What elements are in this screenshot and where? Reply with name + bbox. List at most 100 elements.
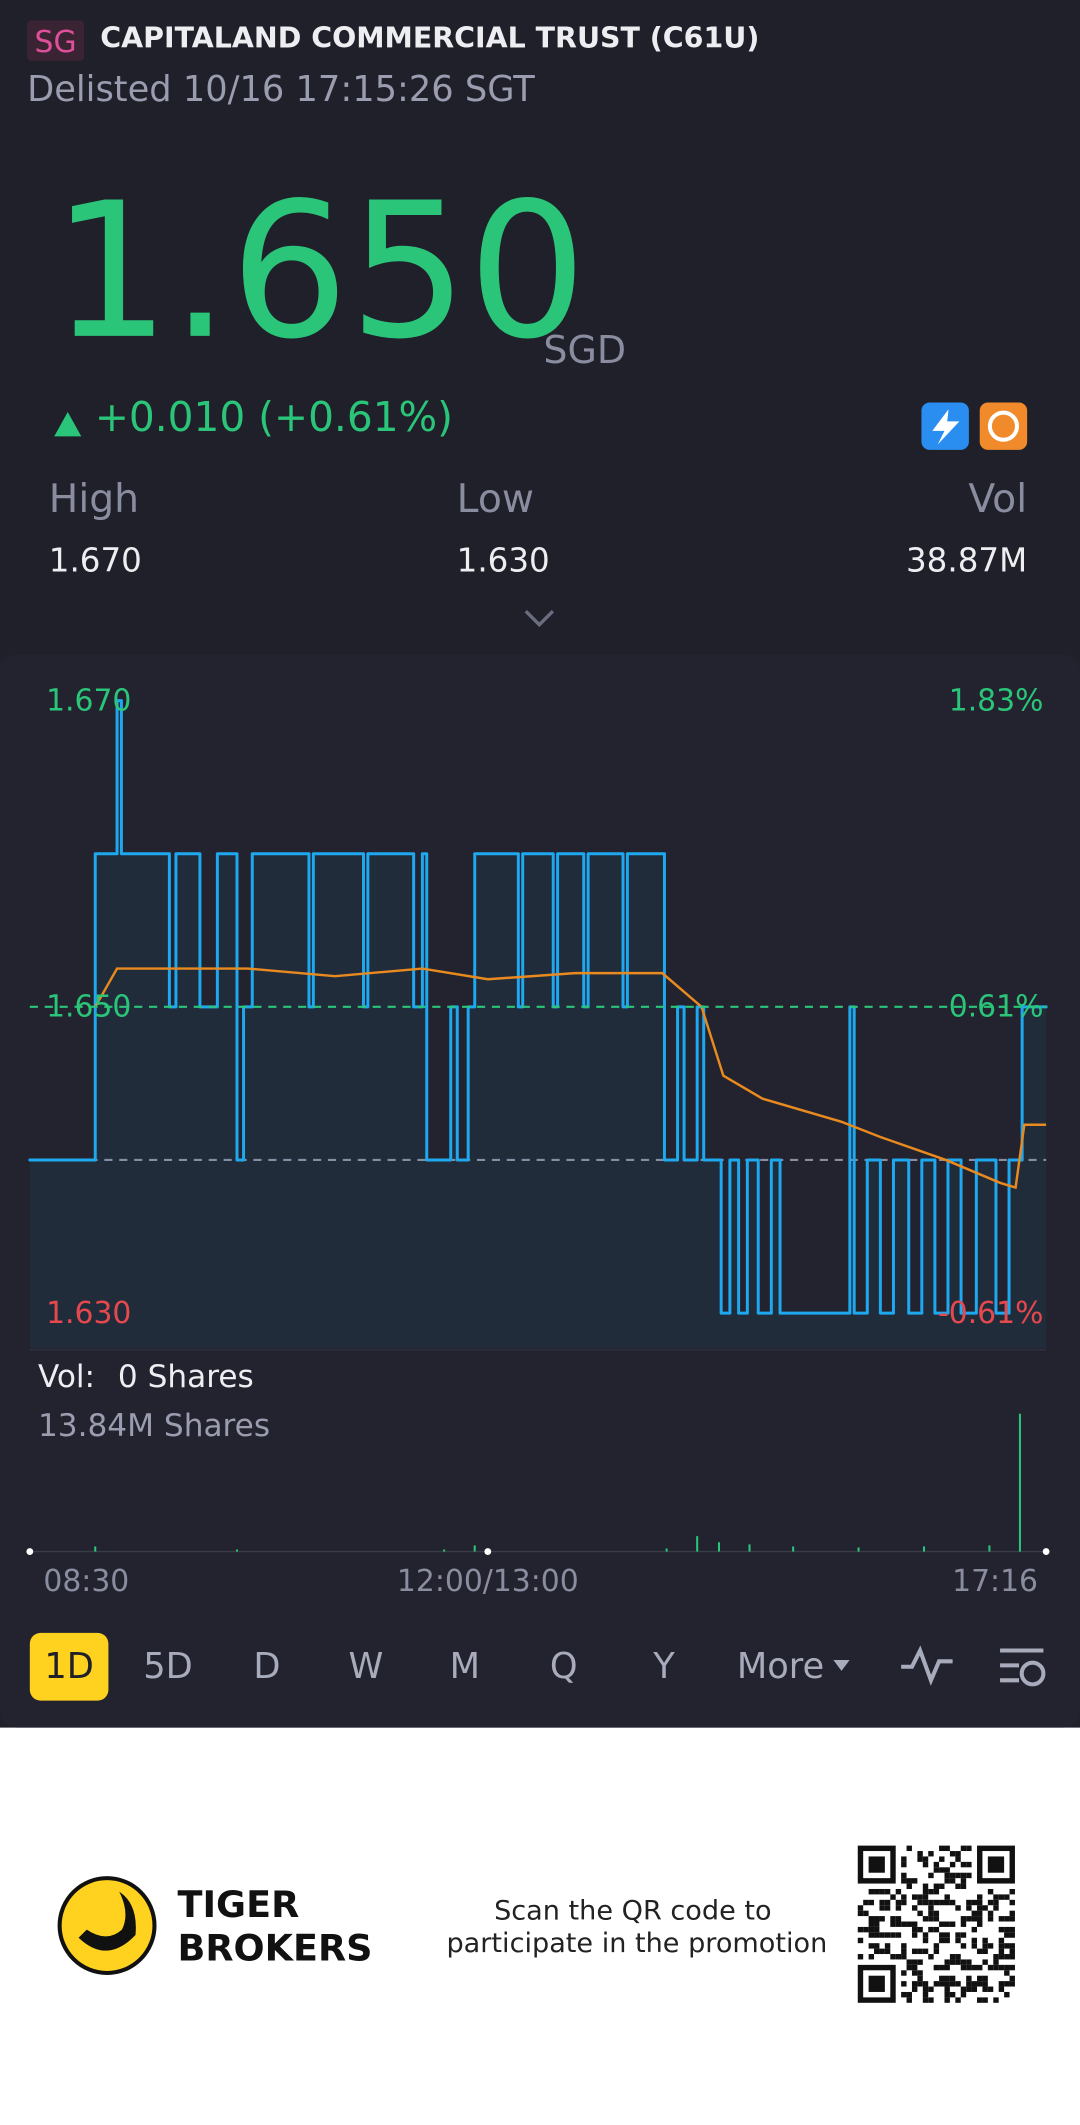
qr-module [906, 1845, 912, 1852]
qr-module [949, 1975, 956, 1982]
qr-module [949, 1861, 956, 1868]
qr-module [993, 1964, 999, 1971]
qr-module [971, 1981, 978, 1987]
qr-module [890, 1894, 896, 1900]
qr-module [966, 1861, 972, 1868]
qr-finder [987, 1856, 1005, 1873]
qr-module [879, 1948, 885, 1955]
qr-module [977, 1921, 983, 1927]
qr-module [993, 1899, 999, 1906]
qr-module [1009, 1981, 1015, 1987]
qr-module [944, 1932, 950, 1938]
stat-label: Low [457, 477, 534, 522]
qr-module [906, 1883, 912, 1889]
qr-module [982, 1975, 988, 1982]
qr-module [868, 1899, 875, 1906]
qr-module [939, 1921, 945, 1927]
qr-module [960, 1932, 967, 1938]
qr-module [944, 1959, 950, 1965]
qr-module [944, 1981, 950, 1987]
qr-module [901, 1991, 907, 1998]
qr-module [868, 1932, 875, 1938]
period-tab[interactable]: Q [550, 1646, 578, 1687]
qr-module [949, 1954, 956, 1960]
qr-module [998, 1894, 1005, 1900]
qr-module [868, 1954, 875, 1960]
qr-module [949, 1878, 956, 1884]
settings-icon[interactable] [1000, 1648, 1046, 1687]
qr-module [1009, 1975, 1015, 1982]
trade-icon[interactable] [979, 402, 1028, 450]
qr-module [911, 1878, 918, 1884]
qr-module [939, 1975, 945, 1982]
qr-module [966, 1975, 972, 1982]
flash-glyph [932, 409, 960, 445]
y2-tick-label: 0.61% [949, 990, 1044, 1025]
qr-module [906, 1964, 912, 1971]
qr-module [917, 1894, 923, 1900]
period-tab[interactable]: Y [652, 1646, 675, 1687]
qr-module [987, 1910, 994, 1917]
qr-module [966, 1916, 972, 1922]
qr-module [977, 1916, 983, 1922]
qr-module [884, 1943, 891, 1949]
qr-module [1004, 1894, 1010, 1900]
qr-module [922, 1991, 929, 1998]
qr-module [939, 1883, 945, 1889]
qr-module [939, 1899, 945, 1906]
qr-module [949, 1991, 956, 1998]
qr-module [911, 1964, 918, 1971]
qr-module [879, 1905, 885, 1911]
period-tab[interactable]: 5D [143, 1646, 193, 1687]
expand-chevron[interactable] [524, 609, 555, 628]
qr-module [917, 1948, 923, 1955]
period-tab[interactable]: 1D [44, 1646, 94, 1687]
qr-module [955, 1851, 961, 1857]
period-tab[interactable]: W [348, 1646, 383, 1687]
qr-module [1004, 1943, 1010, 1949]
qr-module [987, 1986, 994, 1992]
qr-module [933, 1910, 940, 1917]
qr-module [922, 1981, 929, 1987]
qr-module [1004, 1932, 1010, 1938]
stat-label: High [49, 477, 139, 522]
qr-module [977, 1975, 983, 1982]
period-tab[interactable]: More [737, 1646, 824, 1687]
qr-module [917, 1851, 923, 1857]
qr-module [998, 1943, 1005, 1949]
qr-module [993, 1959, 999, 1965]
qr-module [993, 1905, 999, 1911]
qr-module [911, 1970, 918, 1976]
qr-module [939, 1845, 945, 1852]
qr-module [944, 1937, 950, 1944]
qr-module [966, 1981, 972, 1987]
qr-module [857, 1926, 864, 1933]
indicator-icon[interactable] [901, 1645, 953, 1686]
qr-module [939, 1981, 945, 1987]
qr-module [1009, 1964, 1015, 1971]
qr-finder [868, 1856, 885, 1873]
period-tab[interactable]: D [253, 1646, 280, 1687]
currency: SGD [543, 328, 626, 372]
qr-module [987, 1899, 994, 1906]
qr-module [922, 1986, 929, 1992]
volume-label: Vol: [38, 1359, 95, 1395]
qr-module [939, 1937, 945, 1944]
qr-module [901, 1948, 907, 1955]
qr-module [971, 1986, 978, 1992]
qr-module [982, 1997, 988, 2003]
qr-module [895, 1905, 902, 1911]
period-tab[interactable]: M [450, 1646, 480, 1687]
qr-module [977, 1997, 983, 2003]
qr-module [890, 1921, 896, 1927]
qr-module [955, 1954, 961, 1960]
qr-module [955, 1872, 961, 1879]
qr-module [901, 1894, 907, 1900]
tab-active-bg[interactable] [29, 1632, 109, 1701]
qr-module [966, 1964, 972, 1971]
qr-module [944, 1845, 950, 1852]
x-tick-dot [484, 1548, 492, 1555]
qr-module [944, 1921, 950, 1927]
qr-module [1009, 1948, 1015, 1955]
